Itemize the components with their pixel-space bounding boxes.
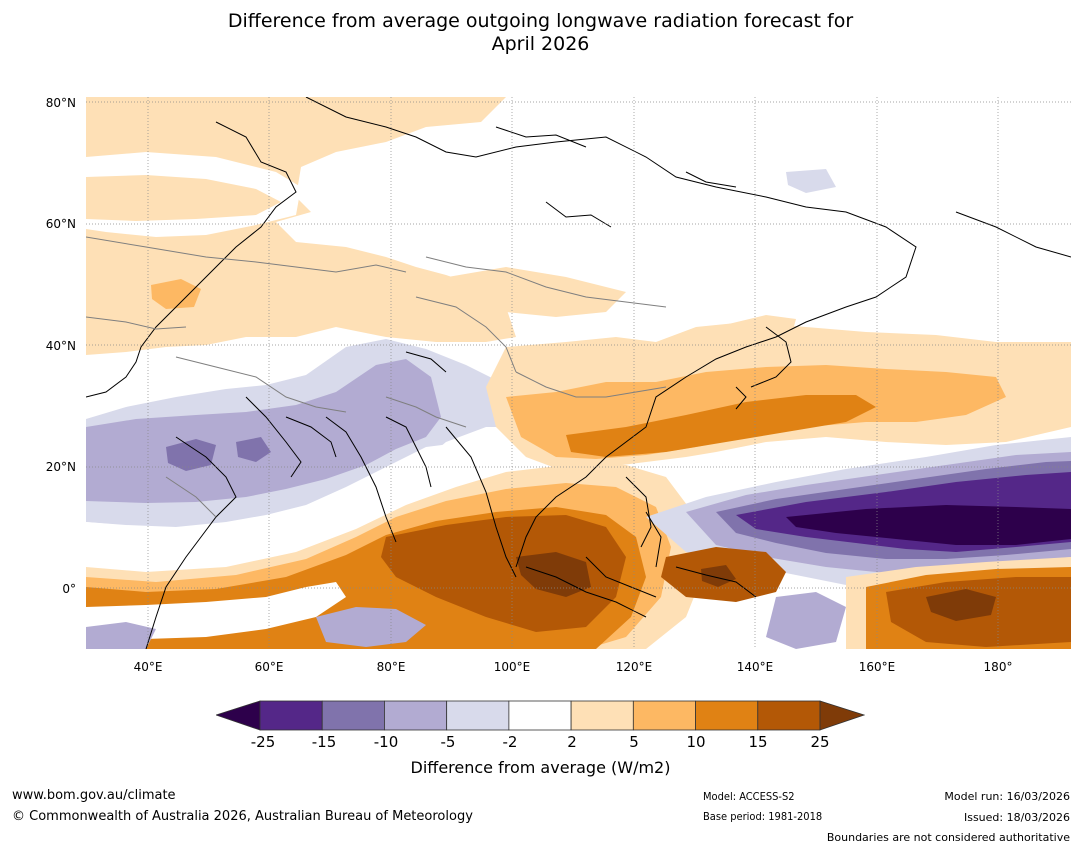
- footer-issued: Issued: 18/03/2026: [963, 811, 1070, 824]
- colorbar-arrow-low: [216, 700, 261, 731]
- colorbar-segments: [259, 700, 821, 731]
- country-borders: [86, 236, 667, 518]
- gridlines: [86, 97, 1071, 649]
- lon-label-140e: 140°E: [736, 660, 774, 674]
- colorbar-segment: [695, 700, 759, 731]
- colorbar-segment: [508, 700, 572, 731]
- lat-label-40n: 40°N: [45, 339, 76, 353]
- lon-label-120e: 120°E: [615, 660, 653, 674]
- chart-title-line2: April 2026: [491, 33, 590, 55]
- anomaly-region-west-inner: [86, 175, 281, 221]
- anomaly-region-indian-ocean-deep: [381, 515, 626, 632]
- chart-title: Difference from average outgoing longwav…: [0, 10, 1081, 56]
- anomaly-region-maritime-core: [516, 552, 591, 597]
- anomaly-region-south-asia-mid: [86, 359, 441, 503]
- lat-label-60n: 60°N: [45, 217, 76, 231]
- colorbar-segment: [321, 700, 385, 731]
- lon-label-80e: 80°E: [376, 660, 406, 674]
- anomaly-region-south-pacific-purple: [766, 592, 846, 649]
- olr-anomaly-map: [86, 97, 1071, 649]
- anomaly-region-east-asia-strong: [566, 395, 876, 457]
- footer-model-run: Model run: 16/03/2026: [944, 790, 1070, 803]
- colorbar-tick-minus15: -15: [311, 733, 337, 751]
- colorbar-tick-25: 25: [810, 733, 830, 751]
- colorbar-tick-2: 2: [567, 733, 577, 751]
- lat-label-80n: 80°N: [45, 96, 76, 110]
- map-canvas: [86, 97, 1071, 649]
- colorbar-segment: [384, 700, 448, 731]
- colorbar-arrow-high: [819, 700, 865, 731]
- colorbar-segment: [446, 700, 510, 731]
- anomaly-region-arabia: [166, 439, 216, 471]
- anomaly-region-tropics-white: [86, 427, 506, 572]
- anomaly-region-central-pacific-core: [926, 589, 996, 621]
- lon-label-40e: 40°E: [133, 660, 163, 674]
- lon-label-100e: 100°E: [493, 660, 531, 674]
- footer-copyright: © Commonwealth of Australia 2026, Austra…: [12, 809, 473, 824]
- lon-label-60e: 60°E: [254, 660, 284, 674]
- colorbar-tick-15: 15: [748, 733, 768, 751]
- colorbar-tick-minus2: -2: [502, 733, 518, 751]
- anomaly-region-north-pacific-purple: [786, 169, 836, 193]
- anomaly-region-new-guinea-core: [701, 565, 736, 587]
- anomaly-patch-caspian: [151, 279, 201, 309]
- colorbar-label: Difference from average (W/m2): [410, 758, 671, 777]
- colorbar-segment: [259, 700, 323, 731]
- footer-base-period: Base period: 1981-2018: [703, 810, 823, 823]
- colorbar-tick-10: 10: [686, 733, 706, 751]
- colorbar-segment: [757, 700, 821, 731]
- anomaly-region-west-pacific-core: [786, 505, 1071, 545]
- colorbar-tick-minus5: -5: [440, 733, 456, 751]
- lat-label-0: 0°: [62, 582, 76, 596]
- colorbar-tick-minus10: -10: [373, 733, 399, 751]
- anomaly-region-indian-ocean-purple: [316, 607, 426, 647]
- anomaly-patch-mongolia: [436, 267, 626, 317]
- footer-disclaimer: Boundaries are not considered authoritat…: [826, 831, 1070, 844]
- colorbar-segment: [632, 700, 696, 731]
- anomaly-region-indian-ocean-white: [86, 582, 346, 639]
- colorbar-tick-minus25: -25: [250, 733, 276, 751]
- lon-label-160e: 160°E: [858, 660, 896, 674]
- chart-title-line1: Difference from average outgoing longwav…: [227, 10, 854, 32]
- footer-model: Model: ACCESS-S2: [703, 790, 795, 803]
- colorbar-tick-5: 5: [629, 733, 639, 751]
- footer-url: www.bom.gov.au/climate: [12, 788, 176, 803]
- colorbar: [216, 700, 865, 731]
- lon-label-180: 180°: [983, 660, 1013, 674]
- anomaly-region-arabia-b: [236, 437, 271, 462]
- lat-label-20n: 20°N: [45, 460, 76, 474]
- anomaly-region-africa-purple: [86, 622, 156, 649]
- colorbar-segment: [570, 700, 634, 731]
